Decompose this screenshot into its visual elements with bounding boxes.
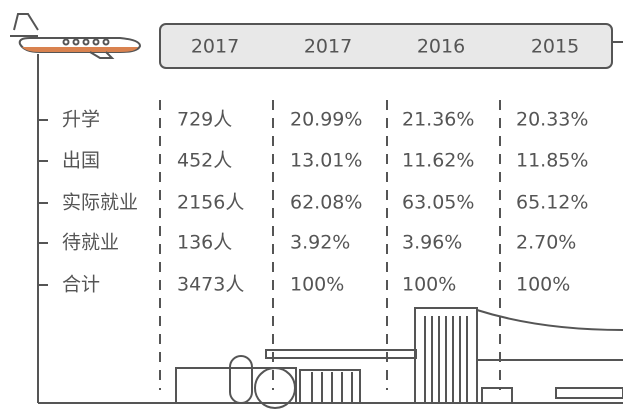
cell: 11.85% [516, 150, 588, 172]
cell: 100% [290, 274, 344, 296]
cell: 729人 [177, 109, 232, 131]
cell: 13.01% [290, 150, 362, 172]
cell: 11.62% [402, 150, 474, 172]
cell: 3.92% [290, 232, 350, 254]
cell: 20.99% [290, 109, 362, 131]
cell: 2.70% [516, 232, 576, 254]
year-header: 2017 [304, 36, 352, 58]
year-header: 2017 [191, 36, 239, 58]
row-label: 合计 [62, 274, 100, 296]
cell: 136人 [177, 232, 232, 254]
cell: 62.08% [290, 192, 362, 214]
cell: 65.12% [516, 192, 588, 214]
cell: 21.36% [402, 109, 474, 131]
cell: 3473人 [177, 274, 244, 296]
cell: 63.05% [402, 192, 474, 214]
cell: 452人 [177, 150, 232, 172]
cell: 100% [516, 274, 570, 296]
cell: 2156人 [177, 192, 244, 214]
cell: 20.33% [516, 109, 588, 131]
row-label: 实际就业 [62, 192, 138, 214]
row-label: 出国 [62, 150, 100, 172]
cell: 100% [402, 274, 456, 296]
row-label: 待就业 [62, 232, 119, 254]
row-label: 升学 [62, 109, 100, 131]
year-header: 2015 [531, 36, 579, 58]
cell: 3.96% [402, 232, 462, 254]
decoration [10, 13, 623, 409]
year-header: 2016 [417, 36, 465, 58]
